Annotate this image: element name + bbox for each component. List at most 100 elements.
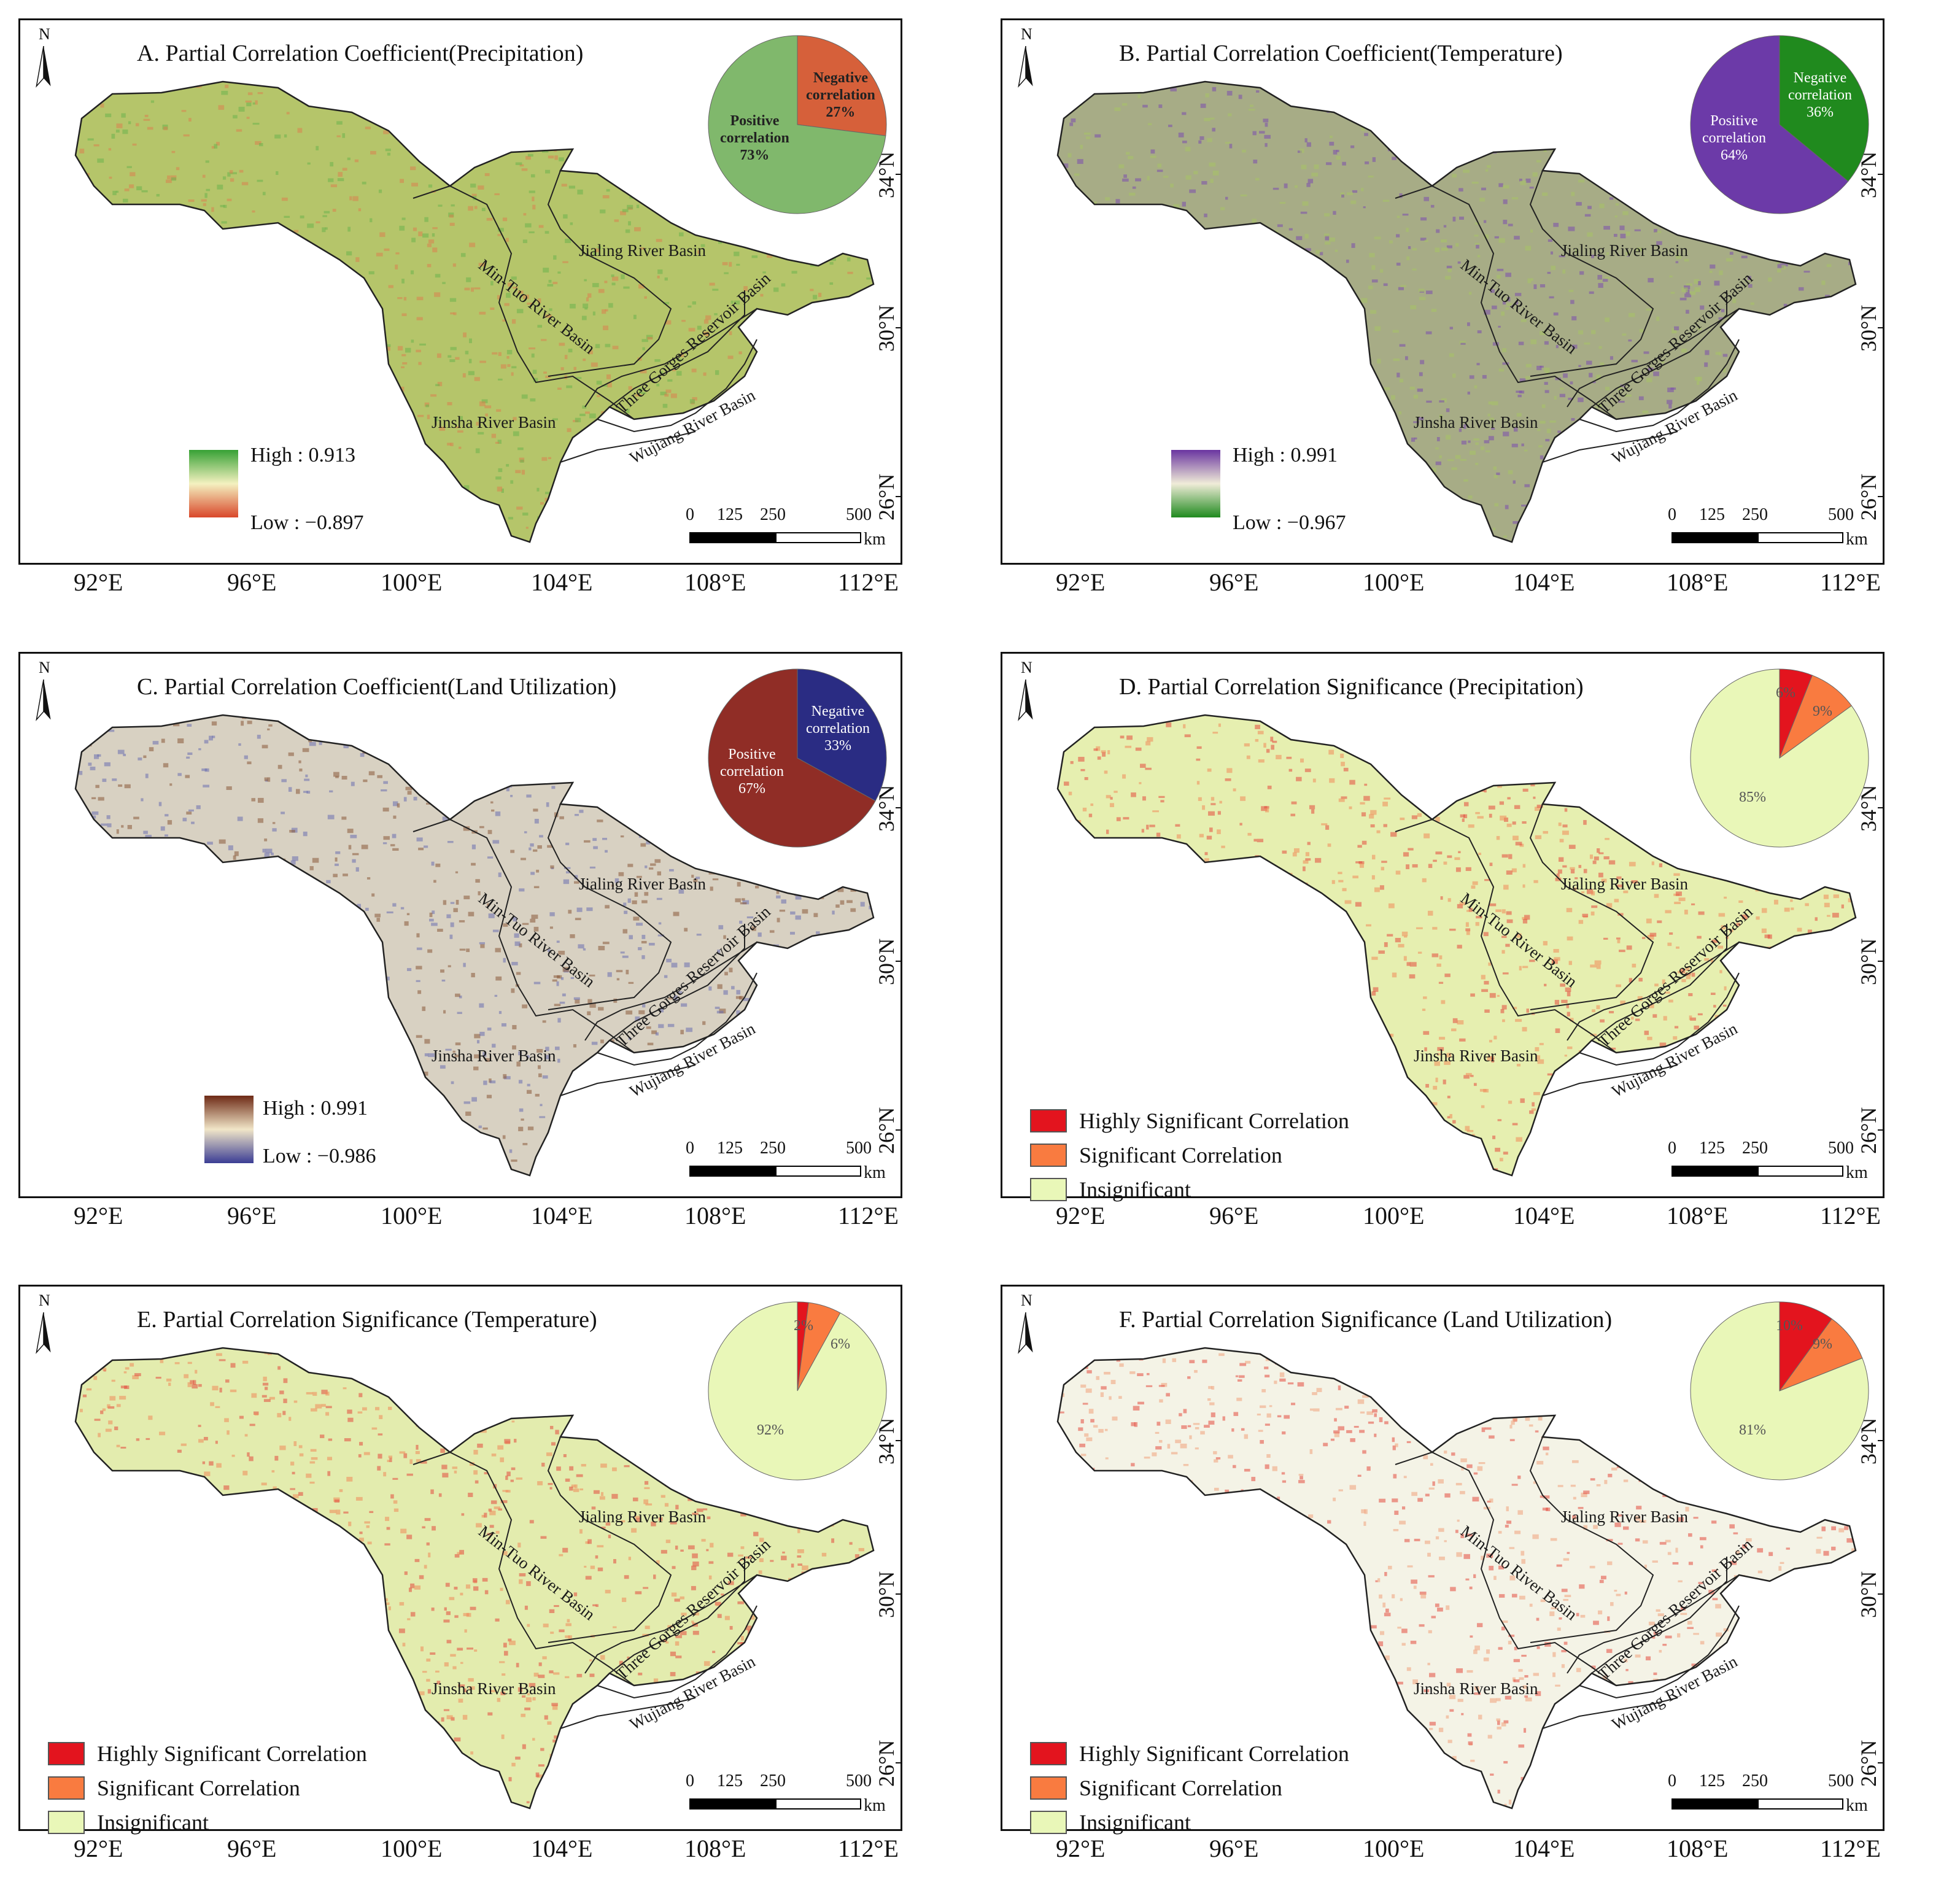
sub-basin-boundary xyxy=(1529,803,1654,1010)
scale-label: 125 xyxy=(1699,505,1725,524)
lon-tick: 96°E xyxy=(1209,1835,1259,1862)
lon-tick: 100°E xyxy=(381,1835,443,1862)
lat-tick-mark xyxy=(896,1440,902,1441)
scale-bar: 0 125 250 500 km xyxy=(1668,1771,1868,1821)
sub-basin-boundary xyxy=(609,1557,745,1674)
lon-tick: 108°E xyxy=(684,568,746,596)
scale-label: 500 xyxy=(846,505,872,524)
lon-tick: 112°E xyxy=(838,568,899,596)
scale-label: 500 xyxy=(846,1771,872,1790)
pie-slice-2 xyxy=(1690,1301,1869,1481)
legend-swatch xyxy=(48,1811,85,1834)
legend-item-label: Significant Correlation xyxy=(97,1776,300,1800)
pie-label-positive: Positive correlation 73% xyxy=(720,113,789,163)
pie-label-negative: Negative correlation 27% xyxy=(806,70,875,120)
basin-fill xyxy=(76,1348,873,1808)
sub-basin-boundary xyxy=(1567,308,1740,408)
lat-tick-mark xyxy=(896,1129,902,1131)
scale-unit: km xyxy=(1846,530,1868,549)
legend-item-label: Insignificant xyxy=(97,1810,209,1835)
basin-fill xyxy=(76,82,873,542)
lon-tick: 100°E xyxy=(381,568,443,596)
lon-tick: 112°E xyxy=(1820,1202,1881,1229)
lat-tick-mark xyxy=(896,807,902,808)
pie-slice-0 xyxy=(1779,1301,1832,1392)
sub-basin-boundary xyxy=(560,1697,696,1729)
scale-label: 0 xyxy=(686,1771,694,1790)
sub-basin-boundary xyxy=(597,972,757,1066)
lat-tick-mark xyxy=(1878,174,1884,175)
legend-item-label: Insignificant xyxy=(1079,1177,1191,1202)
lat-tick-mark xyxy=(1878,1762,1884,1763)
basin-label-jialing: Jialing River Basin xyxy=(579,241,706,260)
lon-tick: 100°E xyxy=(1363,1835,1425,1862)
scale-label: 125 xyxy=(717,505,743,524)
legend-item: Highly Significant Correlation xyxy=(1030,1741,1349,1767)
basin-label-jinsha: Jinsha River Basin xyxy=(432,413,556,432)
basin-label-jialing: Jialing River Basin xyxy=(1561,1508,1688,1526)
scale-label: 500 xyxy=(1828,505,1854,524)
panel-f: N F. Partial Correlation Significance (La… xyxy=(1001,1285,1884,1835)
sub-basin-boundary xyxy=(1567,942,1740,1041)
legend-item-label: Highly Significant Correlation xyxy=(97,1741,367,1766)
pie-label: 6% xyxy=(831,1336,850,1352)
lon-tick: 112°E xyxy=(838,1202,899,1229)
north-label: N xyxy=(39,659,50,676)
basin-outline xyxy=(74,714,875,1177)
legend-low: Low : −0.967 xyxy=(1233,511,1346,534)
sub-basin-boundary xyxy=(1529,170,1654,377)
scale-label: 500 xyxy=(1828,1771,1854,1790)
lon-tick: 112°E xyxy=(1820,1835,1881,1862)
north-arrow-icon xyxy=(36,679,51,721)
pie-slice-positive xyxy=(708,35,886,214)
scale-label: 125 xyxy=(717,1139,743,1158)
scale-bar: 0 125 250 500 km xyxy=(1668,1139,1868,1188)
basin-map xyxy=(74,80,875,543)
lon-tick: 92°E xyxy=(74,1202,123,1229)
legend-high: High : 0.991 xyxy=(1233,444,1338,466)
pie-slice-positive xyxy=(1690,35,1849,214)
basin-outline xyxy=(1056,1347,1857,1810)
pie-label: 2% xyxy=(794,1318,813,1334)
lat-tick-mark xyxy=(896,1762,902,1763)
scale-bar-black xyxy=(1671,532,1757,543)
legend-gradient xyxy=(189,450,238,517)
scale-bar: 0 125 250 500 km xyxy=(1668,505,1868,554)
lat-tick-mark xyxy=(1878,807,1884,808)
lon-tick: 100°E xyxy=(1363,1202,1425,1229)
sub-basin-boundary xyxy=(597,1605,757,1699)
scale-bar-white xyxy=(775,532,861,543)
basin-outline xyxy=(1056,80,1857,543)
scale-bar-black xyxy=(689,1798,775,1810)
sub-basin-boundary xyxy=(584,1574,757,1674)
scale-bar-white xyxy=(1757,532,1843,543)
panel-title: B. Partial Correlation Coefficient(Tempe… xyxy=(1119,41,1563,66)
basin-map xyxy=(1056,1347,1857,1810)
sub-basin-boundary xyxy=(560,1064,696,1096)
basin-label-jinsha: Jinsha River Basin xyxy=(1414,413,1538,432)
legend-high: High : 0.991 xyxy=(263,1097,368,1120)
pie-label-positive: Positive correlation 67% xyxy=(720,746,784,797)
scale-label: 250 xyxy=(1742,505,1768,524)
basin-label-jialing: Jialing River Basin xyxy=(579,1508,706,1526)
basin-label-jinsha: Jinsha River Basin xyxy=(1414,1047,1538,1065)
lat-tick-mark xyxy=(896,174,902,175)
sub-basin-boundary xyxy=(1395,185,1617,420)
lon-tick: 108°E xyxy=(684,1835,746,1862)
lat-tick-mark xyxy=(896,327,902,328)
pie-label-positive: Positive correlation 64% xyxy=(1702,113,1766,163)
basin-label-jinsha: Jinsha River Basin xyxy=(1414,1679,1538,1698)
basin-outline xyxy=(74,80,875,543)
pie-chart xyxy=(708,1301,887,1481)
legend-item-label: Highly Significant Correlation xyxy=(1079,1109,1349,1133)
sub-basin-boundary xyxy=(597,339,757,433)
basin-map xyxy=(1056,714,1857,1177)
lon-tick: 108°E xyxy=(1667,1835,1729,1862)
lat-tick-mark xyxy=(1878,961,1884,962)
lat-tick-mark xyxy=(896,1593,902,1595)
lat-tick-mark xyxy=(896,496,902,497)
lon-tick: 104°E xyxy=(531,1202,593,1229)
pie-chart xyxy=(708,35,887,214)
sub-basin-boundary xyxy=(1395,818,1617,1053)
legend-swatch xyxy=(1030,1109,1067,1132)
